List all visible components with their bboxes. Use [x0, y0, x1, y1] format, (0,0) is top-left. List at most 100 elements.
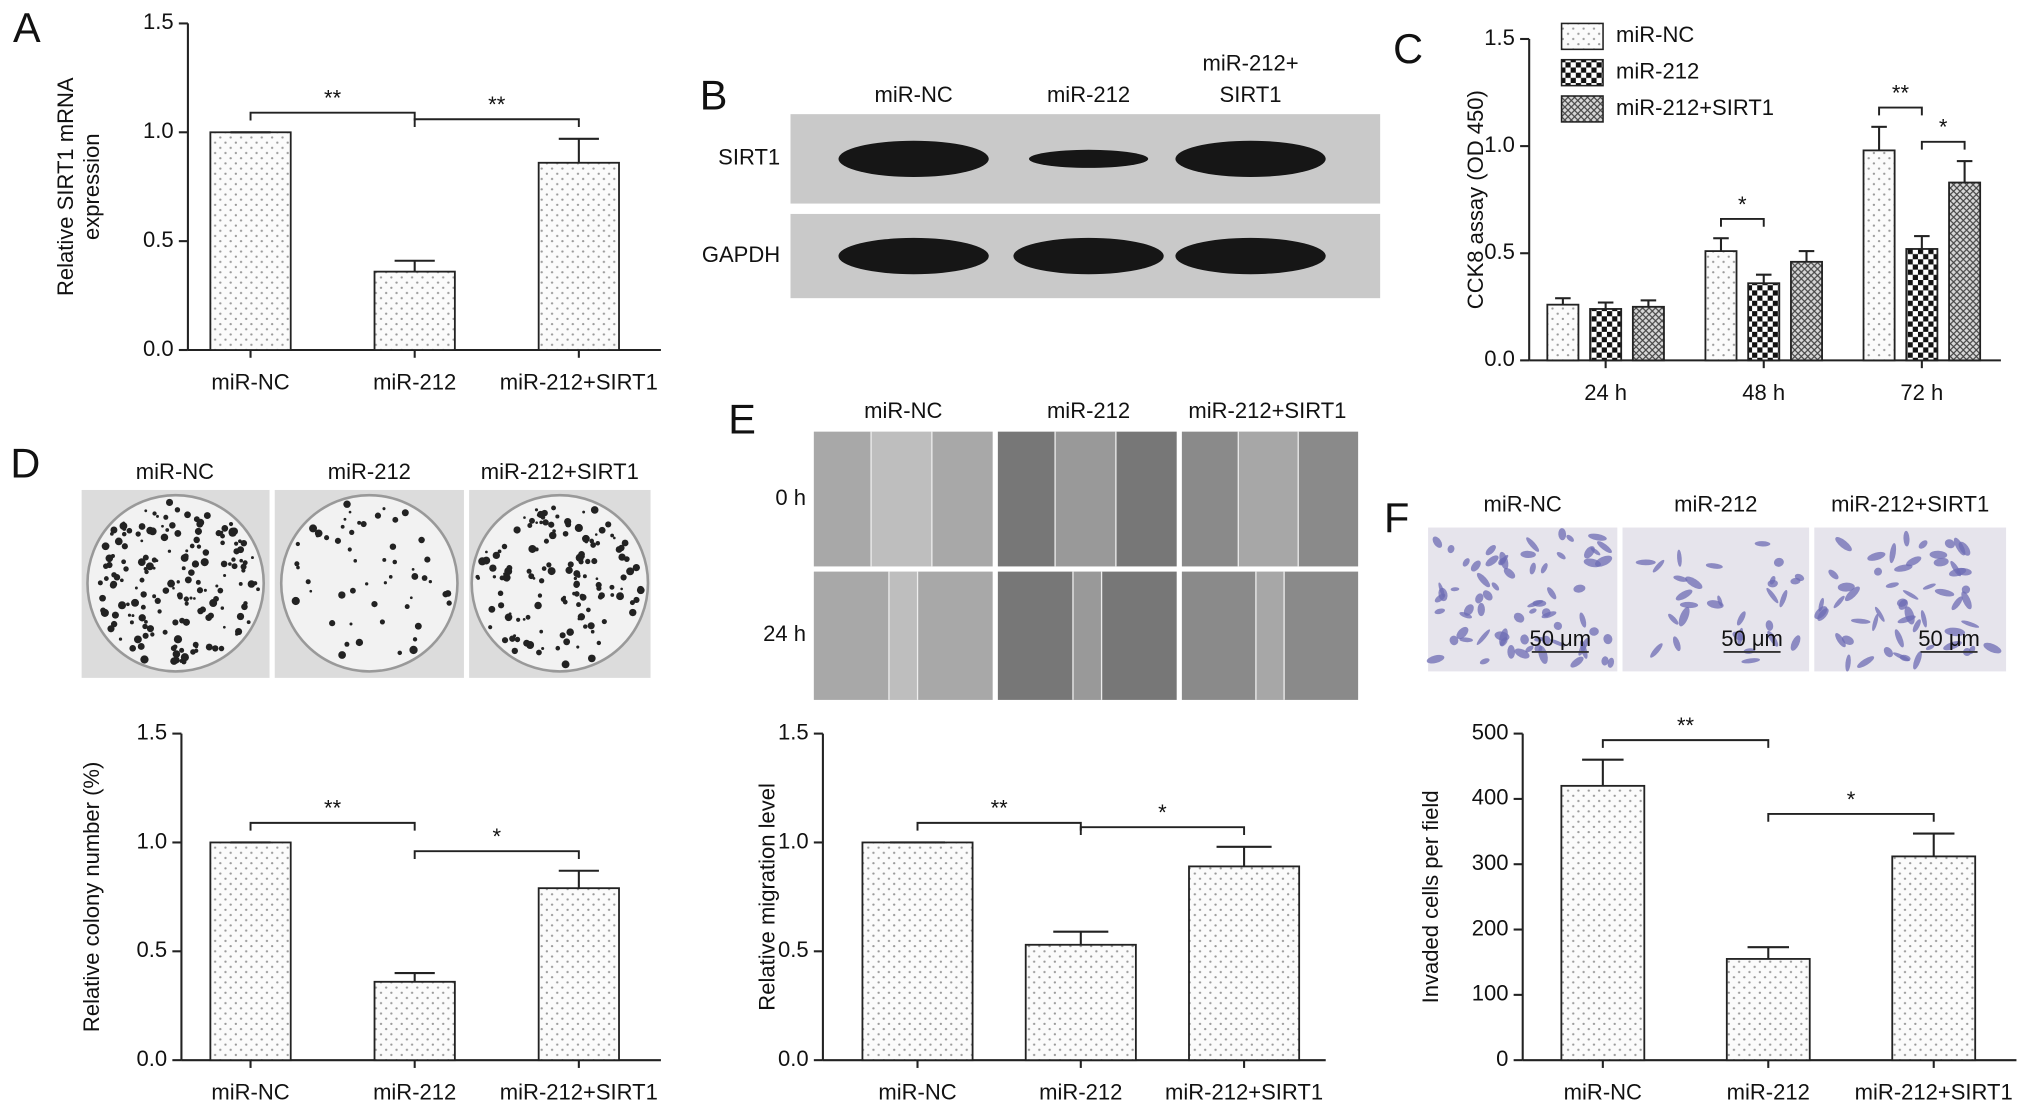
image-row-label: GAPDH	[702, 242, 780, 267]
y-tick-label: 1.5	[1484, 25, 1515, 50]
significance-label: *	[1738, 192, 1747, 217]
colony	[572, 591, 576, 596]
colony	[539, 520, 543, 525]
colony	[485, 550, 488, 554]
colony	[135, 531, 141, 537]
colony	[595, 540, 601, 546]
colony	[176, 580, 180, 584]
cell	[1705, 563, 1723, 569]
wound-gap	[1072, 571, 1102, 700]
colony	[541, 646, 545, 651]
colony	[382, 507, 386, 511]
colony	[184, 511, 191, 519]
cell	[1903, 530, 1910, 547]
colony	[610, 593, 615, 597]
y-tick-label: 400	[1472, 785, 1509, 810]
cell	[1765, 620, 1774, 631]
significance-bracket	[1720, 217, 1765, 227]
x-tick-label: miR-NC	[1564, 1080, 1642, 1105]
colony	[618, 553, 626, 561]
colony	[172, 619, 179, 626]
legend-label: miR-212	[1616, 58, 1699, 83]
colony	[140, 591, 147, 598]
colony	[205, 643, 213, 651]
x-tick-label: 24 h	[1584, 380, 1627, 405]
colony	[585, 558, 591, 565]
cell	[1835, 537, 1852, 552]
colony	[546, 562, 552, 568]
colony	[535, 521, 538, 524]
cell	[1920, 610, 1927, 628]
panel-letter: E	[728, 396, 756, 443]
colony	[223, 574, 227, 578]
bar	[1188, 865, 1301, 1062]
x-tick-label: miR-212+SIRT1	[1855, 1080, 2013, 1105]
scale-bar-label: 50 μm	[1529, 626, 1591, 651]
colony	[511, 647, 518, 655]
colony	[348, 510, 352, 514]
colony	[138, 523, 146, 530]
colony	[527, 523, 533, 528]
colony	[209, 599, 218, 607]
cell	[1434, 608, 1446, 615]
cell	[1459, 637, 1473, 643]
cell	[1677, 549, 1682, 567]
cell	[1943, 640, 1962, 651]
cell	[1570, 656, 1584, 668]
cell	[1556, 551, 1566, 560]
colony	[534, 601, 542, 610]
colony	[620, 587, 623, 591]
cell	[1912, 619, 1921, 633]
blot-band	[1028, 149, 1149, 168]
colony	[371, 600, 378, 608]
colony	[173, 635, 183, 644]
colony	[157, 609, 162, 614]
significance-label: *	[1939, 115, 1948, 140]
colony	[192, 641, 199, 648]
x-tick-label: 72 h	[1900, 380, 1943, 405]
colony	[412, 637, 418, 642]
blot-band	[1013, 237, 1164, 275]
colony	[504, 613, 513, 622]
colony	[338, 651, 346, 659]
colony	[565, 566, 573, 574]
colony	[174, 529, 182, 537]
bar	[537, 161, 620, 351]
significance-label: **	[488, 92, 506, 117]
significance-bracket	[1601, 739, 1770, 748]
cell	[1736, 611, 1746, 626]
image-row-label: SIRT1	[718, 145, 780, 170]
colony	[140, 655, 149, 664]
colony	[590, 542, 597, 548]
bar	[209, 131, 292, 351]
colony	[196, 518, 205, 527]
cell	[1673, 575, 1688, 582]
colony	[222, 625, 226, 629]
colony	[583, 624, 588, 629]
y-tick-label: 1.5	[137, 719, 168, 744]
cell	[1541, 608, 1551, 617]
colony	[195, 579, 201, 585]
colony	[181, 566, 186, 571]
colony	[212, 645, 219, 652]
y-tick-label: 0.0	[778, 1046, 809, 1071]
cell	[1534, 637, 1545, 642]
colony	[215, 584, 219, 588]
cell	[1514, 648, 1530, 659]
significance-label: **	[991, 796, 1009, 821]
colony	[203, 512, 211, 520]
colony	[144, 569, 149, 575]
colony	[121, 559, 127, 565]
y-tick-label: 1.0	[143, 118, 174, 143]
colony	[529, 517, 535, 524]
bar	[1862, 149, 1896, 362]
x-tick-label: miR-212	[1727, 1080, 1810, 1105]
cell	[1650, 643, 1663, 658]
cell	[1470, 560, 1481, 572]
colony	[424, 556, 431, 563]
colony	[498, 602, 505, 609]
colony	[236, 612, 245, 621]
colony	[131, 598, 139, 607]
cell	[1845, 654, 1851, 672]
